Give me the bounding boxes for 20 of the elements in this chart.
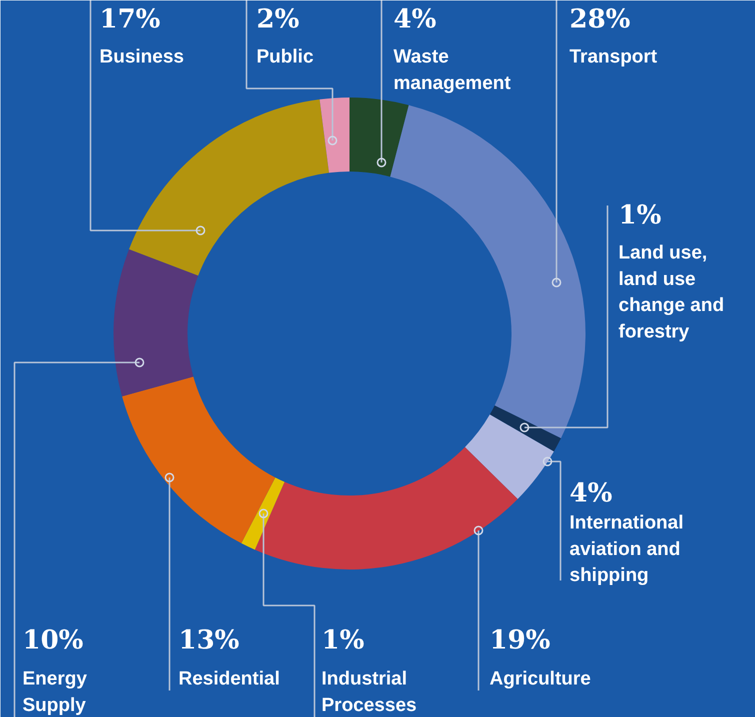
slice-label: Transport	[570, 46, 658, 68]
data-label: 2%	[256, 4, 300, 34]
slice-label: Residential	[178, 668, 280, 690]
data-label: 4%	[394, 4, 437, 34]
slice-label: Agriculture	[490, 668, 591, 690]
data-label: 13%	[178, 626, 240, 656]
data-label: 17%	[100, 4, 161, 34]
slice-label: Waste management	[394, 46, 512, 94]
slice-label: Land use, land use change and forestry	[618, 242, 724, 342]
data-label: 1%	[322, 626, 365, 656]
data-label: 4%	[570, 478, 613, 508]
slice-label: International aviation and shipping	[570, 512, 684, 586]
slice-label: Public	[256, 46, 314, 68]
slice-label: Business	[100, 46, 184, 68]
slice-label: Industrial Processes	[322, 668, 417, 716]
data-label: 19%	[490, 626, 551, 656]
data-label: 1%	[618, 200, 662, 230]
data-label: 10%	[22, 626, 84, 656]
data-label: 28%	[570, 4, 631, 34]
slice-label: Energy Supply	[22, 668, 88, 716]
